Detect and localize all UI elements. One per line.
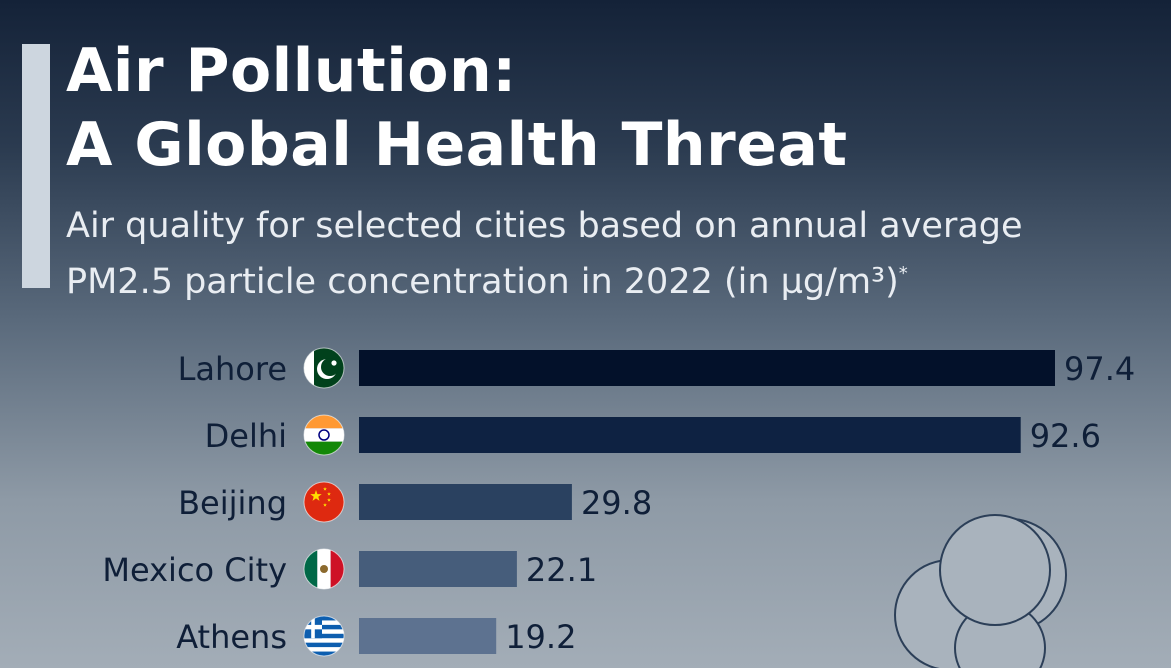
value-label: 29.8 [581,484,652,522]
mexico-flag-icon [303,548,345,590]
value-label: 92.6 [1030,417,1101,455]
category-label: Athens [176,618,287,656]
bar-chart: Lahore 97.4 Delhi 92.6 Beijing 29.8 Mexico Cit… [102,347,1135,657]
category-label: Mexico City [102,551,287,589]
category-label: Beijing [178,484,287,522]
value-label: 22.1 [526,551,597,589]
value-label: 19.2 [505,618,576,656]
china-flag-icon [303,481,345,523]
title-accent-bar [22,44,50,288]
chart-subtitle-line-1: Air quality for selected cities based on… [66,206,1023,246]
chart-subtitle-line-2: PM2.5 particle concentration in 2022 (in… [66,250,1023,306]
chart-title: Air Pollution: A Global Health Threat [66,34,848,182]
bar [359,484,572,520]
footnote-mark: * [898,263,908,284]
chart-subtitle-line-2-text: PM2.5 particle concentration in 2022 (in… [66,262,899,302]
india-flag-icon [303,414,345,456]
smog-cloud-icon [894,514,1067,668]
category-label: Lahore [178,350,287,388]
chart-subtitle: Air quality for selected cities based on… [66,202,1023,306]
bar [359,350,1055,386]
category-label: Delhi [205,417,287,455]
pakistan-flag-icon [303,347,345,389]
bar [359,417,1021,453]
greece-flag-icon [303,615,345,657]
value-label: 97.4 [1064,350,1135,388]
chart-title-line-2: A Global Health Threat [66,110,848,180]
bar [359,551,517,587]
chart-title-line-1: Air Pollution: [66,36,517,106]
bar [359,618,497,654]
